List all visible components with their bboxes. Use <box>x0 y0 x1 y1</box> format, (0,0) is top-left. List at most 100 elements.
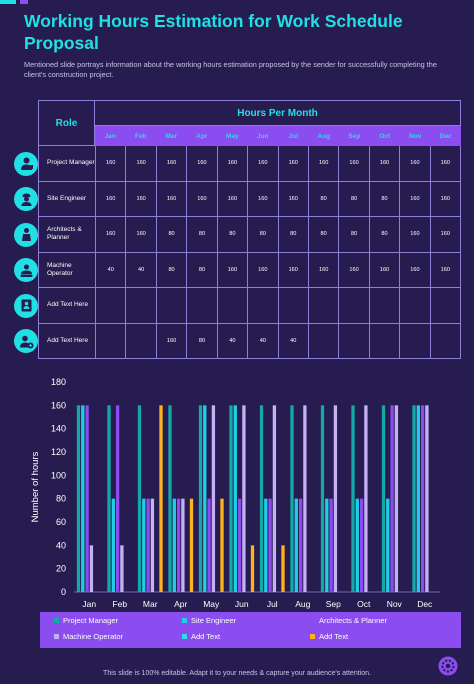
month-header-jan: Jan <box>104 132 116 140</box>
table-cell: 80 <box>339 181 370 216</box>
bar-1-0 <box>107 405 111 592</box>
legend-swatch <box>182 618 187 623</box>
architect-icon <box>14 222 38 247</box>
x-tick-label: Apr <box>174 599 187 609</box>
x-tick-label: Aug <box>295 599 310 609</box>
table-cell: 160 <box>248 146 279 181</box>
table-cell <box>339 288 370 323</box>
bar-8-2 <box>329 498 333 592</box>
page-title: Working Hours Estimation for Work Schedu… <box>24 11 403 53</box>
table-cell: 160 <box>370 146 401 181</box>
bar-5-3 <box>242 405 246 592</box>
bar-3-3 <box>181 498 185 592</box>
table-cell: 40 <box>279 323 309 358</box>
months-header-row: Jan Feb Mar Apr May Jun Jul Aug Sep Oct Nov Dec <box>95 126 461 146</box>
month-header-feb: Feb <box>134 132 147 140</box>
table-cell: 80 <box>187 252 218 287</box>
table-cell: 160 <box>248 252 279 287</box>
table-cell <box>126 288 157 323</box>
bar-0-0 <box>76 405 81 592</box>
table-cell: 160 <box>187 181 218 216</box>
bar-11-1 <box>416 405 420 592</box>
bar-2-2 <box>146 498 150 592</box>
legend-item: Project Manager <box>54 616 118 625</box>
table-cell: 40 <box>96 252 127 287</box>
bar-8-1 <box>325 498 329 592</box>
bar-3-2 <box>176 498 181 592</box>
top-decor <box>0 0 474 4</box>
table-cell <box>431 288 460 323</box>
bar-6-1 <box>264 498 268 592</box>
bar-3-5 <box>189 498 194 592</box>
table-cell <box>218 288 249 323</box>
bar-0-1 <box>81 405 85 592</box>
table-cell: 160 <box>400 181 431 216</box>
month-header-mar: Mar <box>165 132 178 140</box>
y-tick-label: 100 <box>51 470 66 480</box>
manager-icon <box>14 151 38 176</box>
table-cell: 80 <box>157 252 188 287</box>
table-cell <box>339 323 370 358</box>
bar-9-3 <box>364 405 368 592</box>
month-header-aug: Aug <box>317 132 331 140</box>
table-cell: 160 <box>96 146 127 181</box>
legend-label: Architects & Planner <box>319 616 387 625</box>
table-cell: 160 <box>157 323 188 358</box>
bar-3-1 <box>172 498 176 592</box>
y-tick-label: 160 <box>51 400 66 410</box>
legend-item: Add Text <box>310 632 348 641</box>
table-cell: 160 <box>279 252 309 287</box>
table-cell: 160 <box>400 252 431 287</box>
table-cell: 160 <box>218 146 249 181</box>
table-cell: 160 <box>126 217 157 252</box>
bar-10-2 <box>390 405 394 592</box>
month-header-sep: Sep <box>348 132 361 140</box>
bar-2-5 <box>159 405 163 592</box>
table-row: Machine Operator 40 40 80 80 160 160 160 160 160 1… <box>38 252 461 288</box>
legend-swatch <box>54 618 59 623</box>
table-cell: 80 <box>279 217 309 252</box>
table-row: Add Text Here 160 80 40 40 40 <box>38 323 461 359</box>
month-header-apr: Apr <box>196 132 208 140</box>
legend-swatch <box>310 634 315 639</box>
table-cell: 160 <box>126 181 157 216</box>
bar-8-0 <box>320 405 325 592</box>
bar-2-1 <box>142 498 146 592</box>
legend-label: Project Manager <box>63 616 119 625</box>
y-tick-label: 120 <box>51 447 66 457</box>
table-cell: 160 <box>400 146 431 181</box>
hours-bar-chart: 0 20 40 60 80 100 120 140 160 180 Number of hours J… <box>30 377 440 609</box>
table-cell: 80 <box>309 181 340 216</box>
hours-per-month-header: Hours Per Month <box>95 100 461 126</box>
month-header-dec: Dec <box>439 132 452 140</box>
month-header-nov: Nov <box>409 132 422 140</box>
bar-7-0 <box>290 405 294 592</box>
bar-10-1 <box>386 498 390 592</box>
bar-3-0 <box>168 405 172 592</box>
legend-item: Site Engineer <box>182 616 236 625</box>
table-cell <box>96 288 127 323</box>
table-cell: 160 <box>309 252 340 287</box>
table-cell: 160 <box>339 146 370 181</box>
table-cell: 160 <box>400 217 431 252</box>
month-header-jun: Jun <box>256 132 269 140</box>
bar-6-2 <box>268 498 272 592</box>
x-tick-label: Feb <box>112 599 127 609</box>
table-cell: 80 <box>370 217 401 252</box>
x-tick-label: Jan <box>82 599 96 609</box>
footer-note: This slide is 100% editable. Adapt it to… <box>103 670 371 677</box>
role-name: Add Text Here <box>39 323 96 358</box>
x-tick-label: May <box>203 599 220 609</box>
bar-7-2 <box>298 498 303 592</box>
bar-10-3 <box>394 405 399 592</box>
legend-swatch <box>310 618 315 623</box>
role-name: Add Text Here <box>39 288 96 323</box>
y-tick-label: 180 <box>51 377 66 387</box>
table-cell: 80 <box>309 217 340 252</box>
bar-1-2 <box>115 405 120 592</box>
bar-0-2 <box>85 405 89 592</box>
legend-label: Machine Operator <box>63 632 124 641</box>
legend-item: Architects & Planner <box>310 616 387 625</box>
y-axis-label: Number of hours <box>30 451 41 522</box>
table-cell: 80 <box>187 217 218 252</box>
